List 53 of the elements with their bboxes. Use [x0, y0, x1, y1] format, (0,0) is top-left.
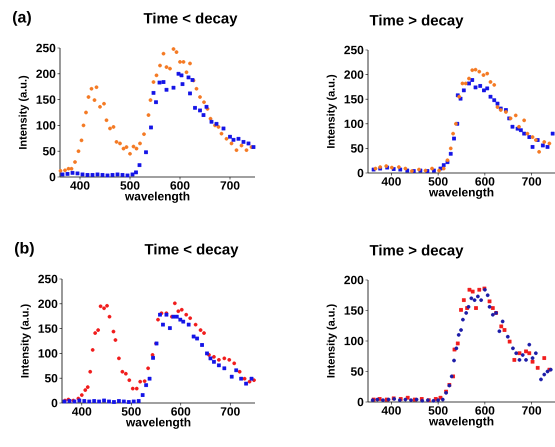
x-tick-label: 700	[220, 407, 240, 416]
x-tick-label: 500	[120, 181, 140, 190]
text: (a)	[12, 10, 31, 26]
y-tick-label: 250	[36, 44, 56, 52]
x-axis-title: wavelength	[126, 418, 190, 429]
x-tick-label: 700	[522, 406, 542, 415]
x-tick-label: 600	[475, 177, 494, 186]
x-axis-title: wavelength	[124, 192, 190, 203]
y-tick-label: 50	[350, 367, 364, 376]
y-axis-title: Intensity (a.u.)	[20, 304, 31, 378]
y-tick-label: 0	[358, 398, 364, 406]
y-tick-label: 150	[36, 95, 56, 104]
chart-title: Time < decay	[144, 244, 238, 258]
x-tick-label: 400	[382, 406, 401, 415]
x-axis-title: wavelength	[428, 416, 494, 428]
y-tick-label: 50	[44, 374, 58, 382]
x-tick-label: 600	[171, 407, 190, 416]
y-tick-label: 250	[38, 274, 58, 284]
chart-title: Time > decay	[370, 14, 464, 28]
y-axis-title: Intensity (a.u.)	[326, 74, 337, 148]
y-tick-label: 100	[344, 336, 364, 346]
x-tick-label: 600	[170, 181, 190, 190]
y-tick-label: 0	[358, 168, 364, 178]
y-tick-label: 50	[350, 144, 364, 153]
y-tick-label: 50	[42, 146, 56, 156]
y-tick-label: 200	[36, 70, 56, 78]
x-tick-label: 400	[70, 181, 90, 190]
x-tick-label: 700	[220, 181, 240, 190]
x-tick-label: 400	[382, 177, 401, 186]
y-tick-label: 100	[36, 121, 56, 130]
x-tick-label: 700	[522, 177, 542, 186]
y-tick-label: 150	[344, 94, 364, 104]
y-axis-title: Intensity (a.u.)	[18, 76, 29, 149]
text: (b)	[14, 242, 34, 257]
x-axis-title: wavelength	[428, 188, 494, 199]
y-tick-label: 200	[344, 276, 364, 284]
y-tick-label: 150	[344, 306, 364, 315]
x-tick-label: 400	[72, 407, 92, 416]
y-tick-label: 250	[344, 46, 364, 54]
x-tick-label: 500	[428, 406, 448, 415]
chart-title: Time < decay	[144, 12, 238, 26]
y-tick-label: 0	[50, 172, 56, 182]
x-tick-label: 500	[122, 407, 141, 416]
y-tick-label: 200	[344, 70, 364, 79]
y-tick-label: 100	[344, 120, 364, 128]
y-tick-label: 0	[52, 398, 58, 408]
y-tick-label: 150	[38, 324, 58, 333]
y-tick-label: 200	[38, 300, 58, 308]
chart-title: Time > decay	[370, 244, 464, 258]
y-axis-title: Intensity (a.u.)	[326, 304, 337, 378]
x-tick-label: 500	[428, 177, 448, 186]
x-tick-label: 600	[475, 406, 494, 415]
y-tick-label: 100	[38, 349, 58, 358]
